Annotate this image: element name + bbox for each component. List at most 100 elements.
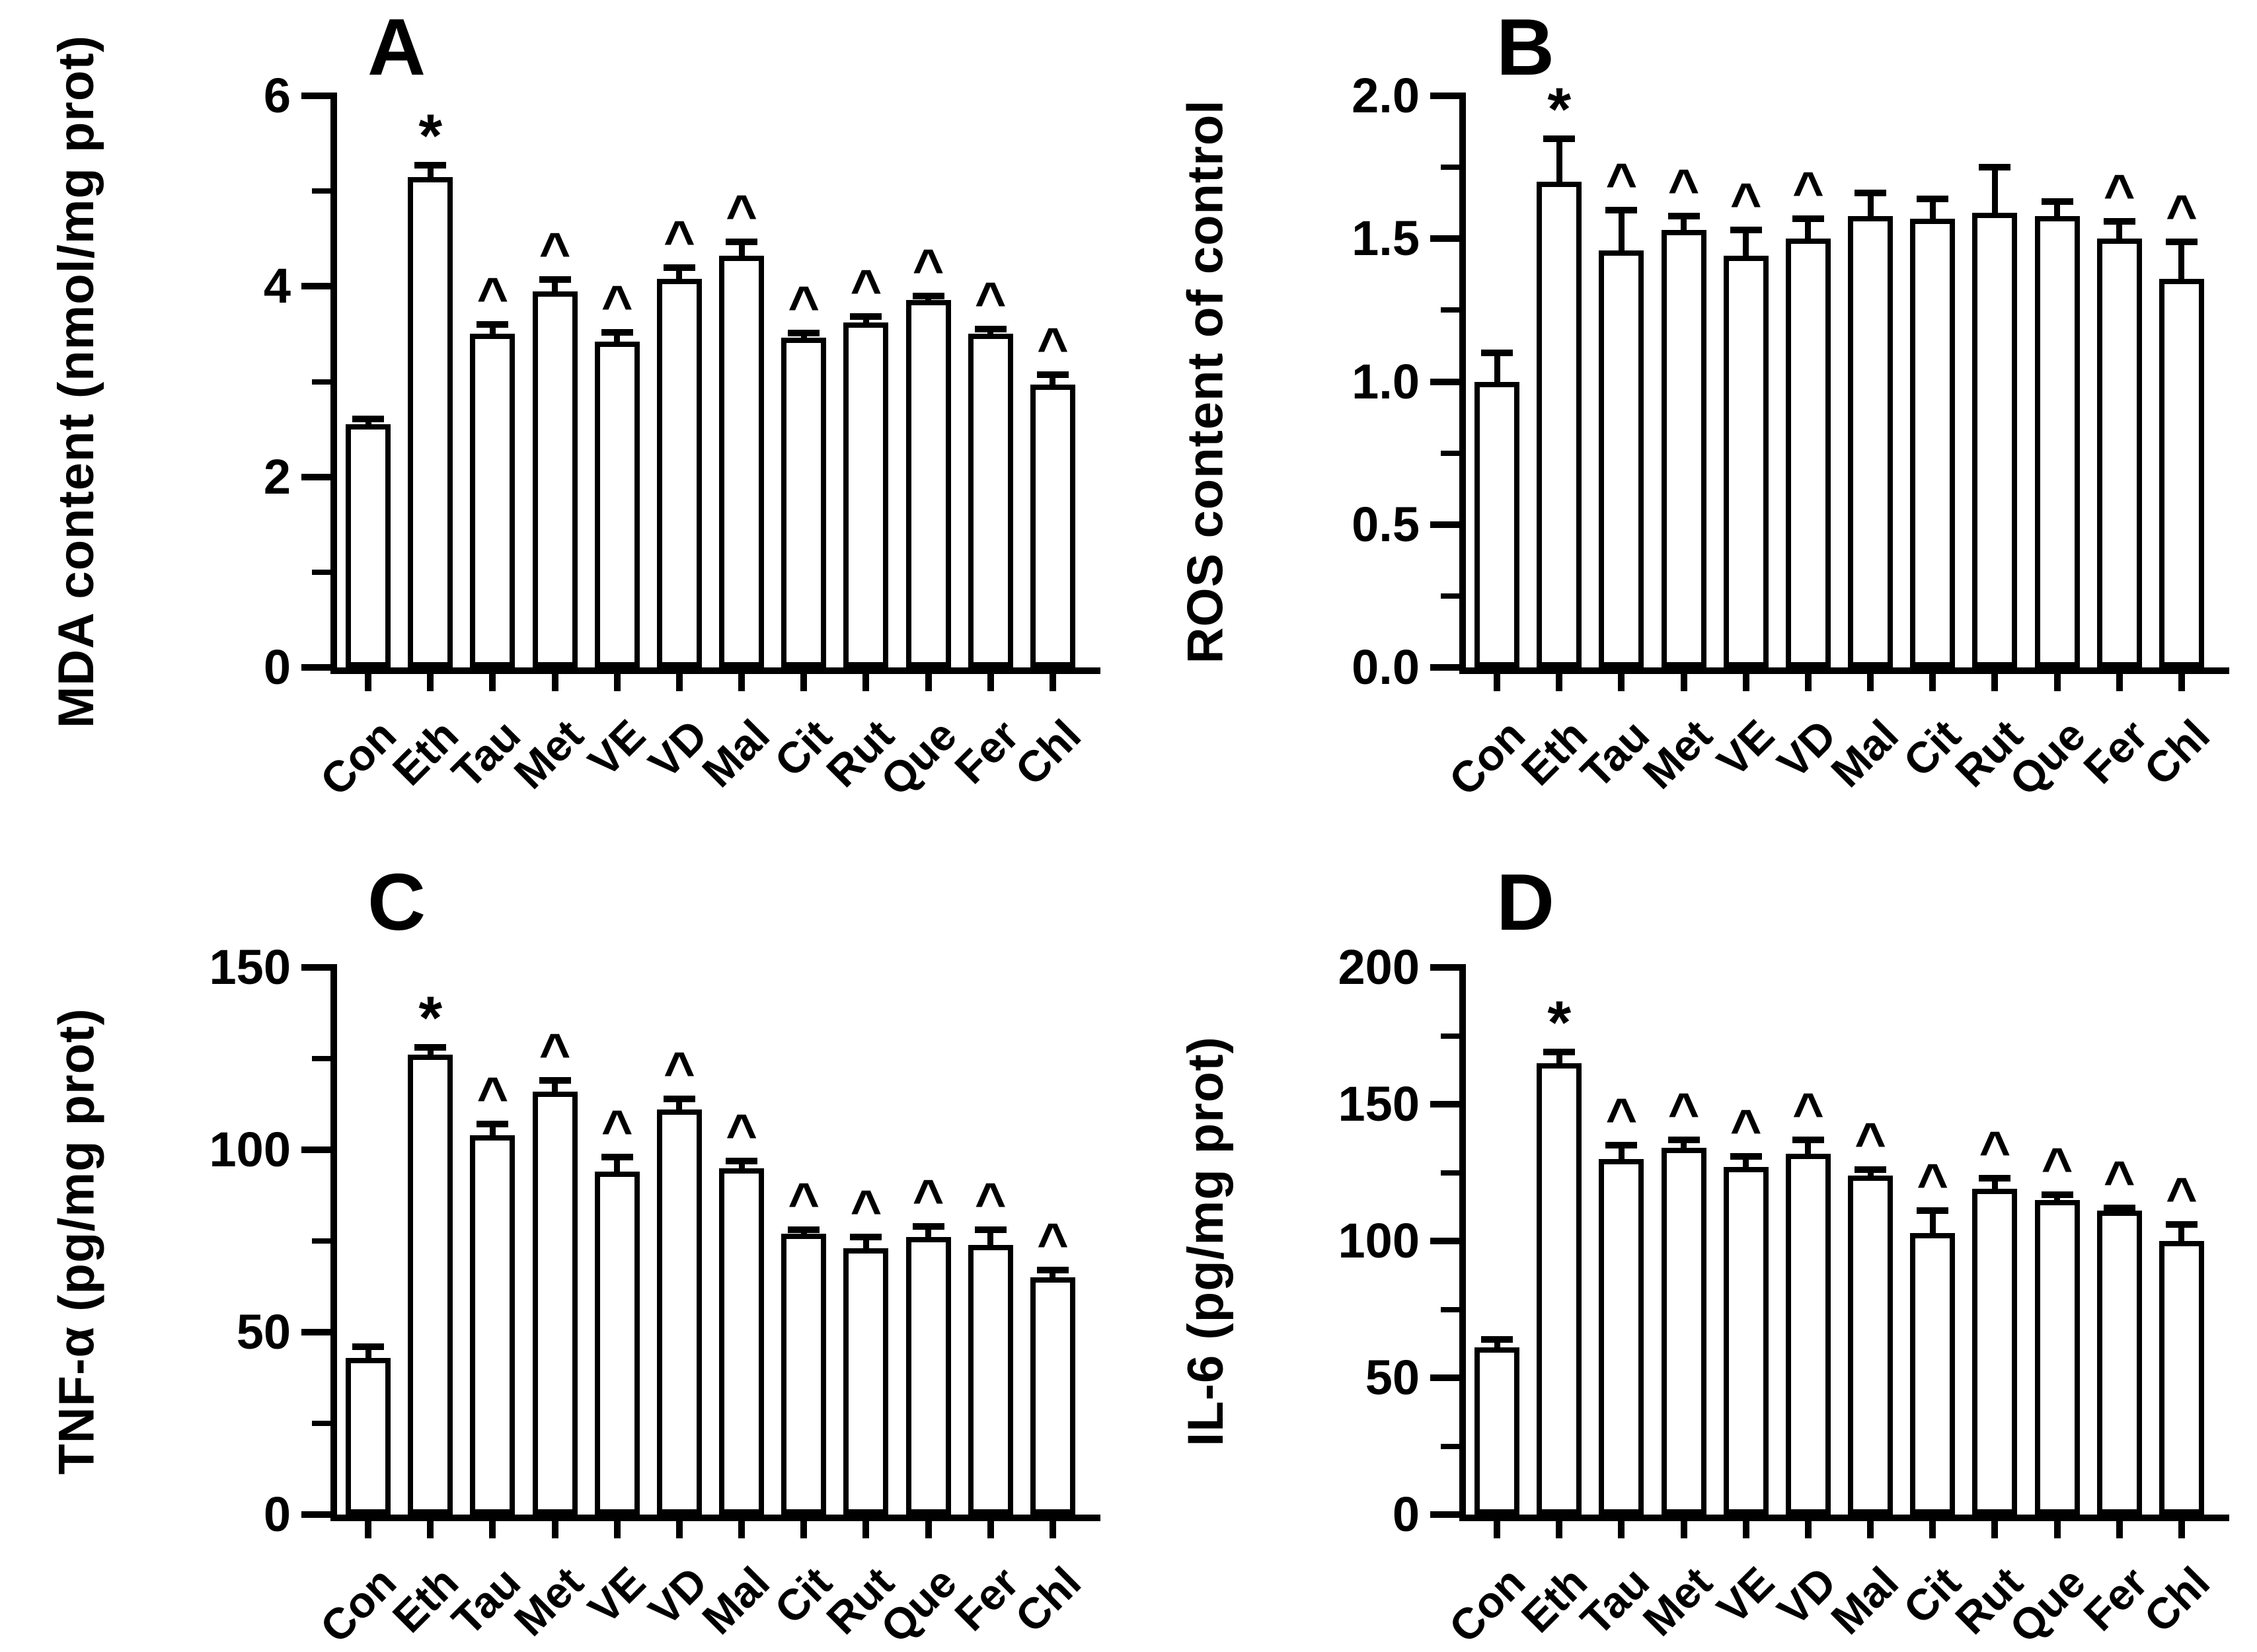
bar [532, 291, 578, 667]
x-axis-tick [1680, 674, 1687, 691]
error-bar-cap [1481, 350, 1513, 357]
bar [1599, 1158, 1644, 1515]
y-axis-major-tick [301, 93, 330, 99]
y-axis-minor-tick [1441, 1306, 1459, 1312]
x-axis-tick [613, 1521, 621, 1538]
error-bar-cap [1481, 1336, 1513, 1343]
x-category-label: Mal [1821, 710, 1908, 796]
bar [346, 1357, 391, 1515]
x-axis-tick [551, 674, 558, 691]
error-bar-cap [414, 162, 447, 169]
y-tick-label: 2.0 [1352, 68, 1420, 123]
error-bar-cap [726, 1157, 758, 1164]
error-bar-stem [427, 1047, 434, 1059]
sig-marker-caret: ^ [788, 275, 820, 336]
error-bar-cap [477, 1121, 509, 1128]
bar [408, 176, 453, 667]
y-tick-label: 200 [1338, 940, 1420, 995]
sig-marker-caret: ^ [477, 267, 509, 327]
x-axis-tick [1049, 674, 1056, 691]
bar [2159, 278, 2204, 667]
bar [656, 1109, 702, 1515]
y-tick-label: 0.5 [1352, 496, 1420, 552]
bar [1599, 250, 1644, 667]
error-bar-cap [601, 328, 633, 336]
x-axis-tick [738, 674, 746, 691]
bar [1785, 239, 1831, 667]
error-bar-cap [2041, 198, 2073, 206]
error-bar-cap [1730, 1152, 1762, 1160]
error-bar-cap [788, 1226, 820, 1234]
error-bar-stem [552, 1080, 558, 1096]
bar [905, 299, 951, 667]
y-tick-label: 100 [209, 1122, 291, 1177]
error-bar-stem [1618, 1145, 1625, 1163]
bar [781, 1233, 827, 1515]
sig-marker-caret: ^ [539, 1023, 571, 1084]
y-axis-major-tick [301, 1329, 330, 1335]
error-bar-cap [1792, 1136, 1824, 1143]
y-tick-label: 50 [236, 1304, 291, 1359]
error-bar-stem [2116, 221, 2123, 243]
error-bar-stem [1494, 353, 1500, 386]
error-bar-cap [1667, 212, 1700, 219]
bar [1972, 213, 2018, 667]
y-axis-minor-tick [1441, 593, 1459, 599]
bar [532, 1091, 578, 1515]
error-bar-cap [477, 321, 509, 328]
error-bar-cap [1855, 1166, 1887, 1174]
x-axis-line [330, 1515, 1100, 1521]
y-axis-major-tick [301, 1511, 330, 1518]
y-tick-label: 50 [1365, 1350, 1420, 1405]
y-axis-major-tick [1430, 1374, 1459, 1381]
x-category-label: Mal [1821, 1557, 1908, 1643]
x-axis-tick [365, 674, 372, 691]
error-bar-cap [2165, 1221, 2198, 1228]
y-tick-label: 2 [263, 449, 291, 504]
y-axis-minor-tick [312, 1238, 330, 1244]
bar [1030, 1277, 1075, 1515]
sig-marker-caret: ^ [1605, 1088, 1638, 1148]
bar [1537, 1063, 1582, 1515]
x-axis-tick [1494, 1521, 1501, 1538]
panel-a-mda-chart: A MDA content (nmol/mg prot) 0 2 4 6 Con * Eth… [0, 0, 1128, 821]
y-axis-minor-tick [312, 379, 330, 385]
error-bar-cap [1792, 215, 1824, 222]
x-axis-tick [1556, 1521, 1563, 1538]
error-bar-stem [2178, 241, 2185, 283]
y-axis-line [330, 93, 337, 674]
bar [781, 338, 827, 667]
error-bar-cap [1036, 371, 1069, 379]
bar [2034, 215, 2080, 667]
y-axis-minor-tick [1441, 165, 1459, 170]
error-bar-cap [2103, 1205, 2135, 1212]
bar [1030, 384, 1075, 667]
bar [2096, 1211, 2142, 1515]
error-bar-cap [912, 292, 944, 299]
error-bar-stem [987, 329, 994, 338]
sig-marker-caret: ^ [2103, 1150, 2135, 1211]
x-axis-tick [1867, 1521, 1874, 1538]
sig-marker-caret: ^ [1667, 1082, 1700, 1143]
error-bar-stem [489, 1124, 496, 1139]
x-axis-tick [365, 1521, 372, 1538]
y-axis-major-tick [301, 473, 330, 480]
x-axis-tick [1556, 674, 1563, 691]
error-bar-stem [1050, 1270, 1056, 1282]
error-bar-cap [539, 1077, 571, 1084]
sig-marker-asterisk: * [1547, 989, 1572, 1057]
sig-marker-caret: ^ [1792, 161, 1824, 221]
y-axis-major-tick [1430, 964, 1459, 971]
error-bar-cap [974, 326, 1007, 333]
x-axis-tick [987, 1521, 994, 1538]
panel-a-letter: A [367, 2, 426, 92]
bar [408, 1055, 453, 1515]
error-bar-cap [2041, 1191, 2073, 1198]
panel-d-letter: D [1496, 857, 1555, 947]
error-bar-cap [352, 415, 385, 422]
error-bar-stem [1929, 1211, 1936, 1237]
error-bar-stem [614, 332, 621, 346]
x-axis-tick [613, 674, 621, 691]
error-bar-stem [738, 241, 745, 260]
bar [470, 334, 516, 667]
